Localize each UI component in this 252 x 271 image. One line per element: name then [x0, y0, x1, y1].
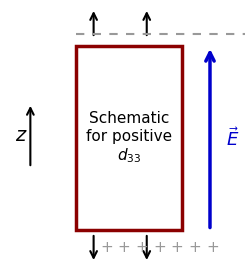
Bar	[76, 46, 181, 230]
Text: +: +	[135, 240, 147, 256]
Text: +: +	[188, 240, 200, 256]
Text: +: +	[205, 240, 218, 256]
Text: $\vec{E}$: $\vec{E}$	[225, 127, 238, 150]
Text: +: +	[117, 240, 130, 256]
Text: +: +	[100, 240, 112, 256]
Text: +: +	[152, 240, 165, 256]
Text: z: z	[15, 126, 25, 145]
Text: +: +	[170, 240, 183, 256]
Text: Schematic
for positive
$d_{33}$: Schematic for positive $d_{33}$	[86, 111, 171, 165]
